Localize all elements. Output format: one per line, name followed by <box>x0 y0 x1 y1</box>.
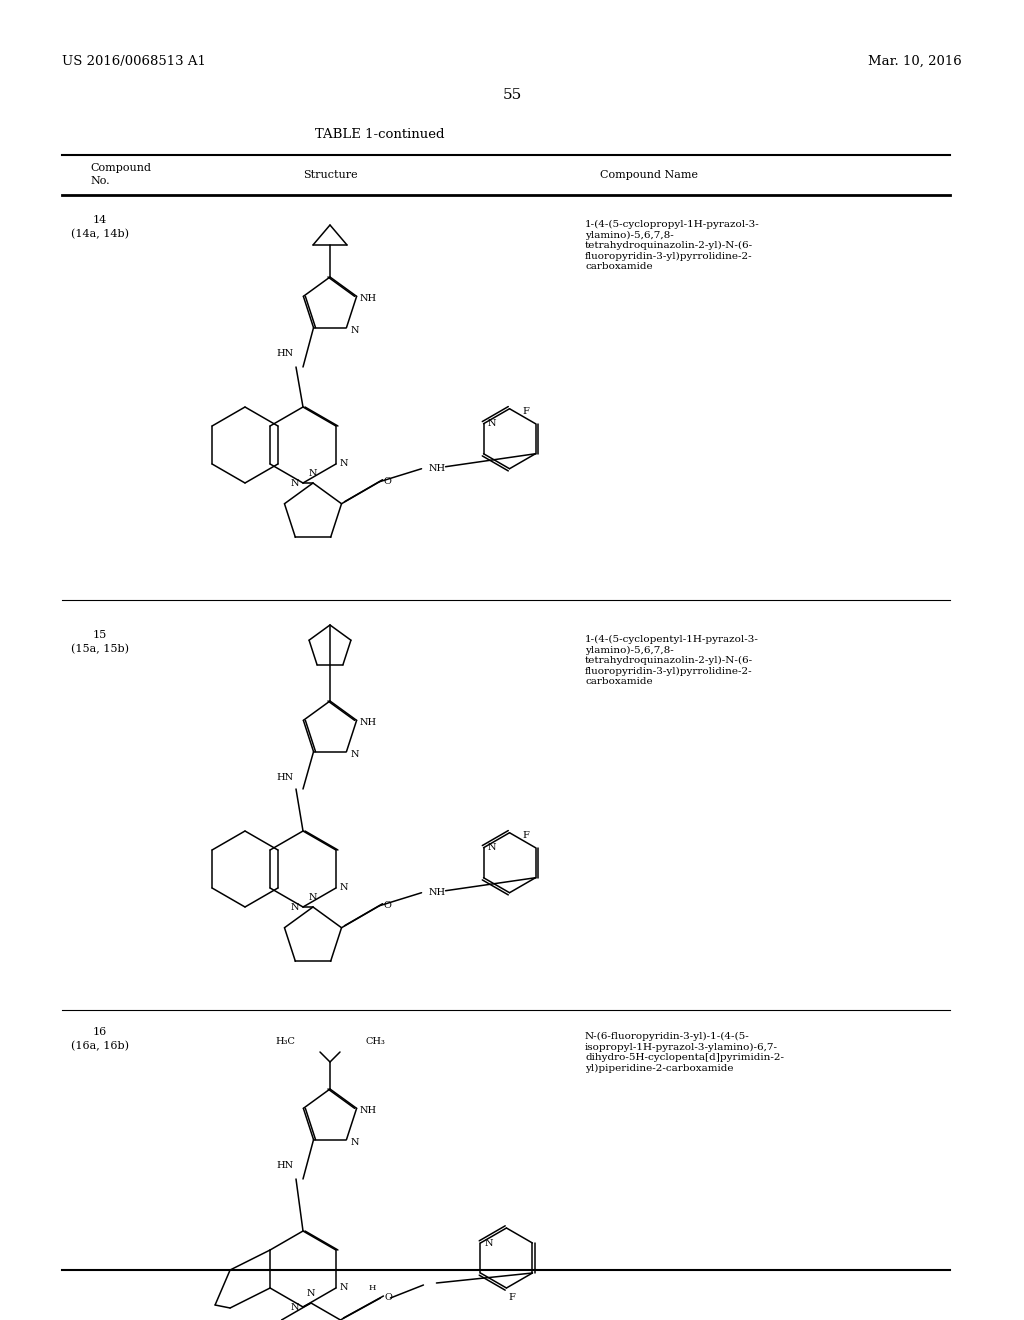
Text: NH: NH <box>360 1106 377 1115</box>
Text: N: N <box>307 1290 315 1299</box>
Text: H: H <box>369 1284 376 1292</box>
Text: 1-(4-(5-cyclopentyl-1H-pyrazol-3-
ylamino)-5,6,7,8-
tetrahydroquinazolin-2-yl)-N: 1-(4-(5-cyclopentyl-1H-pyrazol-3- ylamin… <box>585 635 759 686</box>
Text: CH₃: CH₃ <box>365 1038 385 1047</box>
Text: Structure: Structure <box>303 170 357 180</box>
Text: N: N <box>309 470 317 479</box>
Text: N-(6-fluoropyridin-3-yl)-1-(4-(5-
isopropyl-1H-pyrazol-3-ylamino)-6,7-
dihydro-5: N-(6-fluoropyridin-3-yl)-1-(4-(5- isopro… <box>585 1032 784 1073</box>
Text: N: N <box>487 843 496 853</box>
Text: N: N <box>340 883 348 892</box>
Text: (16a, 16b): (16a, 16b) <box>71 1041 129 1051</box>
Text: N: N <box>291 903 299 912</box>
Text: F: F <box>508 1294 515 1303</box>
Text: NH: NH <box>429 888 446 898</box>
Text: 55: 55 <box>503 88 521 102</box>
Text: N: N <box>484 1238 493 1247</box>
Text: N: N <box>309 894 317 903</box>
Text: N: N <box>340 459 348 469</box>
Text: (15a, 15b): (15a, 15b) <box>71 644 129 655</box>
Text: TABLE 1-continued: TABLE 1-continued <box>315 128 444 141</box>
Text: HN: HN <box>276 1160 294 1170</box>
Text: F: F <box>522 408 529 416</box>
Text: N: N <box>350 750 358 759</box>
Text: NH: NH <box>360 294 377 302</box>
Text: Compound Name: Compound Name <box>600 170 698 180</box>
Text: Compound: Compound <box>90 162 151 173</box>
Text: N: N <box>291 1303 299 1312</box>
Text: US 2016/0068513 A1: US 2016/0068513 A1 <box>62 55 206 69</box>
Text: 16: 16 <box>93 1027 108 1038</box>
Text: N: N <box>340 1283 348 1292</box>
Text: (14a, 14b): (14a, 14b) <box>71 228 129 239</box>
Text: 1-(4-(5-cyclopropyl-1H-pyrazol-3-
ylamino)-5,6,7,8-
tetrahydroquinazolin-2-yl)-N: 1-(4-(5-cyclopropyl-1H-pyrazol-3- ylamin… <box>585 220 760 271</box>
Text: HN: HN <box>276 772 294 781</box>
Text: O: O <box>384 1294 392 1303</box>
Text: Mar. 10, 2016: Mar. 10, 2016 <box>868 55 962 69</box>
Text: N: N <box>350 326 358 335</box>
Text: H₃C: H₃C <box>275 1038 295 1047</box>
Text: F: F <box>522 832 529 841</box>
Text: NH: NH <box>429 465 446 474</box>
Text: O: O <box>384 902 391 911</box>
Text: N: N <box>350 1138 358 1147</box>
Text: No.: No. <box>90 176 110 186</box>
Text: N: N <box>487 420 496 428</box>
Text: 15: 15 <box>93 630 108 640</box>
Text: N: N <box>291 479 299 487</box>
Text: 14: 14 <box>93 215 108 224</box>
Text: O: O <box>384 478 391 486</box>
Text: HN: HN <box>276 348 294 358</box>
Text: NH: NH <box>360 718 377 727</box>
